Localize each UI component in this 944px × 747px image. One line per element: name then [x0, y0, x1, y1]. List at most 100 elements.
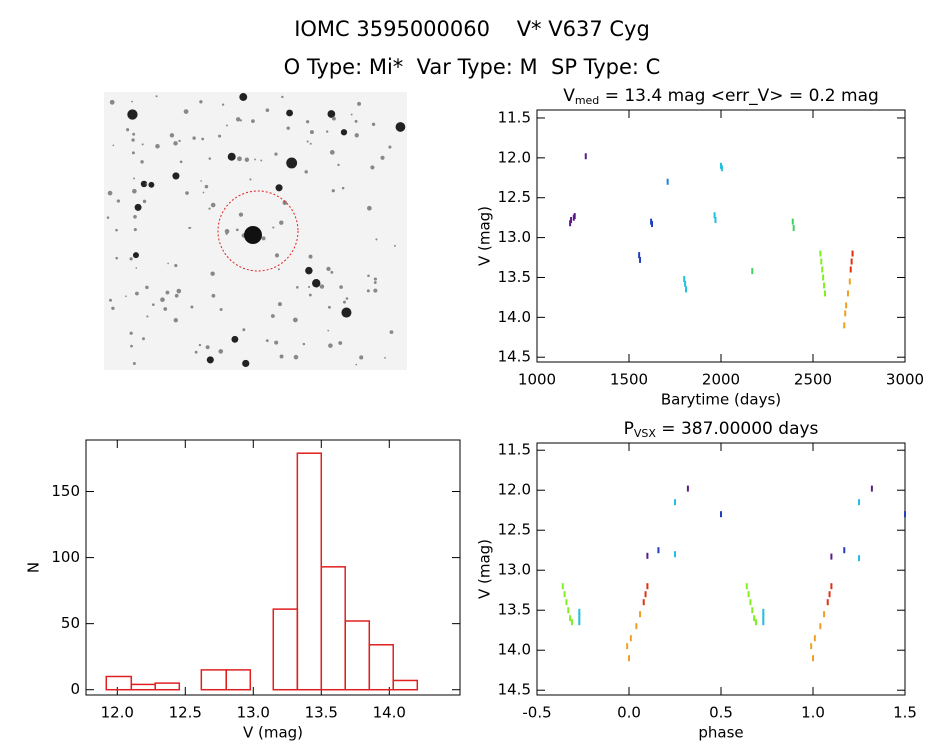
- star: [373, 288, 378, 293]
- star: [133, 177, 136, 180]
- star: [183, 109, 189, 114]
- star: [200, 180, 202, 182]
- star: [202, 191, 205, 194]
- star: [293, 354, 299, 360]
- star: [277, 268, 280, 271]
- point: [639, 611, 642, 618]
- star: [281, 95, 284, 99]
- y-tick-label: 13.0: [498, 561, 531, 579]
- sky-image: [104, 92, 407, 370]
- point: [754, 619, 757, 626]
- point: [846, 290, 849, 297]
- star: [227, 152, 236, 161]
- star: [224, 229, 230, 234]
- star: [355, 363, 358, 366]
- x-tick-label: -0.5: [522, 704, 551, 722]
- point: [820, 258, 823, 265]
- figure-title: IOMC 3595000060 V* V637 Cyg: [294, 17, 650, 41]
- title-main: P: [624, 419, 634, 439]
- x-tick-label: 1000: [518, 371, 556, 389]
- star: [132, 361, 136, 365]
- star: [319, 284, 325, 289]
- point: [850, 258, 853, 265]
- point: [720, 165, 723, 172]
- point: [821, 266, 824, 273]
- plot-frame: [536, 442, 906, 696]
- x-axis-label: Barytime (days): [661, 391, 781, 409]
- point: [714, 217, 717, 224]
- x-tick-label: 12.5: [169, 704, 202, 722]
- title-sub: med: [575, 94, 599, 107]
- x-tick-label: 12.0: [101, 704, 134, 722]
- point: [635, 623, 638, 630]
- star: [373, 281, 377, 284]
- star: [218, 349, 224, 354]
- star: [176, 288, 182, 294]
- y-tick-label: 12.5: [498, 188, 531, 206]
- star: [134, 203, 142, 211]
- star: [106, 216, 110, 219]
- point: [561, 583, 564, 590]
- point: [819, 623, 822, 630]
- star: [218, 134, 222, 138]
- point: [845, 302, 848, 309]
- star: [359, 355, 364, 360]
- star: [328, 305, 331, 309]
- hist-bar: [154, 682, 181, 691]
- star: [350, 113, 353, 116]
- star: [133, 228, 137, 232]
- star: [244, 157, 250, 162]
- point: [584, 153, 587, 160]
- point: [858, 555, 860, 562]
- star: [302, 342, 306, 346]
- point: [686, 485, 689, 492]
- title-sub: VSX: [634, 427, 657, 440]
- point: [791, 218, 794, 225]
- star: [274, 152, 278, 156]
- star: [275, 184, 283, 192]
- point: [578, 619, 581, 626]
- star: [210, 202, 216, 208]
- star: [304, 170, 308, 174]
- star: [112, 144, 115, 147]
- point: [747, 591, 750, 598]
- point: [828, 591, 831, 598]
- star: [340, 129, 348, 136]
- y-tick-label: 13.0: [498, 228, 531, 246]
- y-axis-label: V (mag): [476, 539, 494, 599]
- star: [380, 155, 385, 160]
- star: [308, 254, 313, 259]
- point: [823, 282, 826, 289]
- point: [844, 310, 847, 317]
- star: [141, 143, 144, 146]
- x-tick-label: 14.0: [373, 704, 406, 722]
- point: [843, 547, 846, 554]
- star: [309, 142, 312, 145]
- point: [858, 499, 860, 506]
- point: [713, 212, 716, 219]
- star: [160, 297, 165, 303]
- x-tick-label: 1500: [610, 371, 648, 389]
- star: [109, 298, 112, 302]
- star: [395, 122, 406, 132]
- star: [211, 293, 216, 298]
- star: [129, 331, 133, 335]
- star: [235, 117, 241, 122]
- star: [130, 344, 133, 348]
- star: [265, 108, 270, 112]
- star: [357, 101, 362, 106]
- point: [751, 607, 754, 614]
- point: [657, 547, 660, 554]
- y-tick-label: 13.5: [498, 268, 531, 286]
- y-tick-label: 12.5: [498, 521, 531, 539]
- star: [326, 130, 329, 133]
- x-tick-label: 1.0: [801, 704, 825, 722]
- star: [179, 160, 183, 164]
- point: [683, 276, 686, 283]
- star: [190, 305, 194, 309]
- star: [292, 317, 298, 323]
- star: [242, 328, 246, 332]
- point: [674, 499, 676, 506]
- star: [129, 257, 133, 261]
- star: [107, 190, 113, 196]
